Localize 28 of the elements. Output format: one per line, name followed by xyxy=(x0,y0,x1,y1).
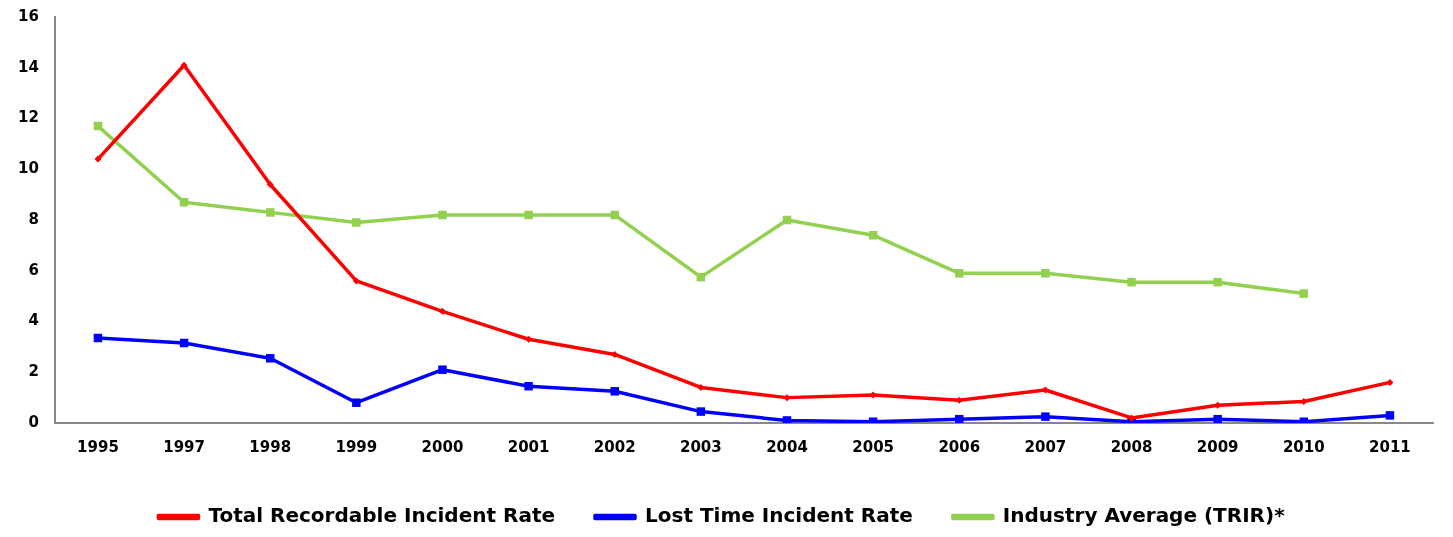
y-tick-label: 16 xyxy=(18,6,39,25)
y-tick-label: 10 xyxy=(18,159,39,178)
x-tick-label: 2003 xyxy=(680,437,722,456)
x-tick-label: 2000 xyxy=(421,437,464,456)
y-tick-label: 4 xyxy=(28,311,39,330)
y-tick-label: 14 xyxy=(18,57,39,76)
x-tick-label: 1997 xyxy=(163,437,205,456)
x-tick-label: 2001 xyxy=(507,437,550,456)
y-tick-label: 6 xyxy=(28,260,39,279)
legend-label: Total Recordable Incident Rate xyxy=(208,503,555,528)
x-tick-label: 1995 xyxy=(77,437,119,456)
x-tick-label: 1999 xyxy=(335,437,378,456)
x-tick-label: 2002 xyxy=(593,437,636,456)
y-tick-label: 12 xyxy=(18,108,39,127)
x-tick-label: 2005 xyxy=(852,437,895,456)
x-tick-label: 2009 xyxy=(1196,437,1239,456)
legend-label: Lost Time Incident Rate xyxy=(645,503,913,528)
x-tick-label: 2011 xyxy=(1369,437,1411,456)
x-tick-label: 2006 xyxy=(938,437,981,456)
x-tick-label: 1998 xyxy=(249,437,292,456)
x-tick-label: 2004 xyxy=(766,437,808,456)
y-tick-label: 2 xyxy=(28,362,39,381)
y-tick-label: 0 xyxy=(28,412,39,431)
legend-label: Industry Average (TRIR)* xyxy=(1002,503,1286,528)
x-tick-label: 2010 xyxy=(1282,437,1325,456)
x-tick-label: 2008 xyxy=(1110,437,1153,456)
x-tick-label: 2007 xyxy=(1024,437,1067,456)
y-tick-label: 8 xyxy=(28,209,39,228)
